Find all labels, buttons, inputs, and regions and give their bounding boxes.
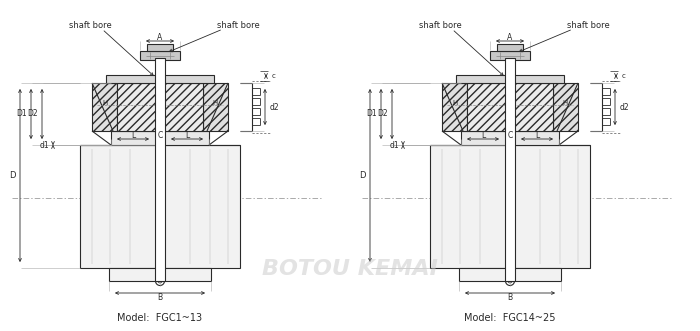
Bar xyxy=(490,51,530,60)
Text: B: B xyxy=(508,293,512,302)
Text: d2: d2 xyxy=(620,103,629,112)
Text: BOTOU KEMAI: BOTOU KEMAI xyxy=(262,259,438,279)
Bar xyxy=(109,268,211,281)
Bar xyxy=(497,44,523,51)
Text: A: A xyxy=(508,33,512,42)
Bar xyxy=(203,83,228,131)
Bar xyxy=(553,83,578,131)
Text: D1: D1 xyxy=(16,110,27,118)
Bar xyxy=(111,131,209,145)
Text: d1: d1 xyxy=(389,140,399,150)
Text: L: L xyxy=(185,130,189,139)
Text: shaft bore: shaft bore xyxy=(69,21,111,29)
Text: d1: d1 xyxy=(39,140,49,150)
Text: D2: D2 xyxy=(27,110,38,118)
Text: shaft bore: shaft bore xyxy=(216,21,260,29)
Bar xyxy=(117,83,203,131)
Text: L: L xyxy=(481,130,485,139)
Bar xyxy=(147,44,173,51)
Bar xyxy=(430,145,590,268)
Bar xyxy=(459,268,561,281)
Bar xyxy=(92,83,117,131)
Text: c: c xyxy=(272,73,276,79)
Text: L: L xyxy=(535,130,539,139)
Text: D: D xyxy=(10,171,16,180)
Bar xyxy=(80,145,240,268)
Text: D2: D2 xyxy=(377,110,388,118)
Bar xyxy=(155,58,165,281)
Text: c: c xyxy=(622,73,626,79)
Text: Model:  FGC14~25: Model: FGC14~25 xyxy=(464,313,556,323)
Text: C: C xyxy=(158,130,162,139)
Text: shaft bore: shaft bore xyxy=(419,21,461,29)
Text: B: B xyxy=(158,293,162,302)
Text: H: H xyxy=(212,100,218,106)
Bar xyxy=(456,75,564,83)
Bar xyxy=(461,131,559,145)
Text: L: L xyxy=(131,130,135,139)
Text: A: A xyxy=(158,33,162,42)
Text: C: C xyxy=(508,130,512,139)
Text: H: H xyxy=(562,100,568,106)
Text: Model:  FGC1~13: Model: FGC1~13 xyxy=(118,313,202,323)
Bar xyxy=(106,75,214,83)
Bar xyxy=(505,58,515,281)
Bar xyxy=(442,83,467,131)
Bar xyxy=(467,83,553,131)
Text: d2: d2 xyxy=(270,103,279,112)
Text: H: H xyxy=(452,100,458,106)
Text: D: D xyxy=(360,171,366,180)
Bar xyxy=(140,51,180,60)
Text: D1: D1 xyxy=(366,110,377,118)
Text: shaft bore: shaft bore xyxy=(566,21,610,29)
Text: H: H xyxy=(102,100,108,106)
